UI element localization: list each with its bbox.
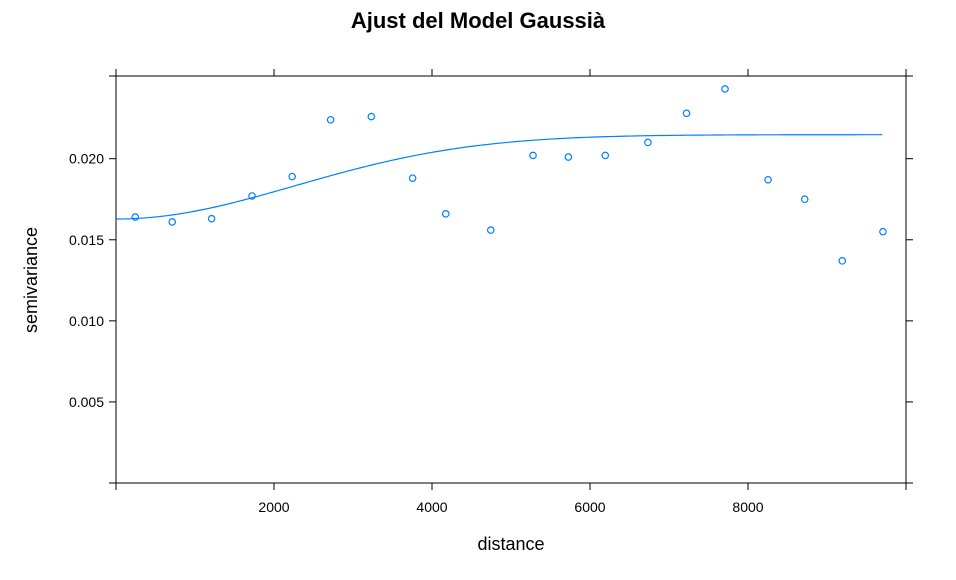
data-point <box>644 138 652 147</box>
data-point <box>764 175 772 184</box>
data-point <box>601 151 610 160</box>
data-point <box>682 109 691 118</box>
axis-tick-labels: 2000 4000 6000 8000 0.005 0.010 0.015 0.020 <box>69 151 764 515</box>
data-point <box>879 227 887 236</box>
data-point <box>408 174 417 182</box>
data-point <box>248 192 256 200</box>
y-axis-label: semivariance <box>21 227 41 333</box>
y-tick-label: 0.005 <box>69 394 104 410</box>
y-tick-label: 0.020 <box>69 151 104 167</box>
fitted-model-line <box>115 134 883 220</box>
y-tick-label: 0.015 <box>69 232 104 248</box>
data-point <box>168 218 177 226</box>
chart-title: Ajust del Model Gaussià <box>351 8 606 33</box>
x-axis-label: distance <box>477 534 544 554</box>
data-point <box>564 153 573 161</box>
data-point <box>207 214 216 223</box>
data-point <box>441 210 450 218</box>
data-point <box>131 213 140 221</box>
data-points-layer <box>131 85 887 265</box>
data-point <box>486 226 495 234</box>
data-point <box>288 172 296 181</box>
axis-ticks <box>109 69 913 490</box>
x-tick-label: 8000 <box>732 499 763 515</box>
fitted-model-layer <box>115 134 883 220</box>
x-tick-label: 4000 <box>416 499 447 515</box>
data-point <box>326 115 335 124</box>
plot-frame <box>115 75 907 484</box>
y-tick-label: 0.010 <box>69 313 104 329</box>
data-point <box>721 85 729 93</box>
x-tick-label: 6000 <box>574 499 605 515</box>
data-point <box>367 112 376 121</box>
data-point <box>800 195 809 204</box>
data-point <box>529 151 537 160</box>
data-point <box>838 257 847 265</box>
x-tick-label: 2000 <box>258 499 289 515</box>
